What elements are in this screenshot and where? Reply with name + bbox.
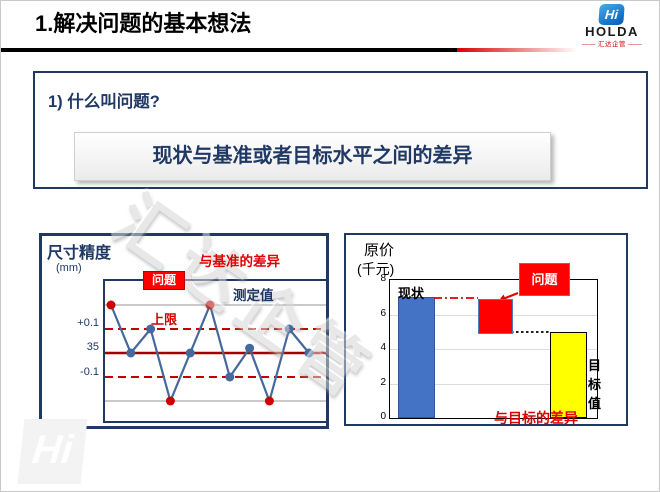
title-rule-red-fade: [457, 48, 577, 52]
logo-name: HOLDA: [585, 24, 639, 39]
gridline: [390, 349, 597, 350]
target-bar: [550, 331, 587, 418]
bar-chart-ylabel-1: 原价: [364, 242, 395, 259]
bar-ytick: 4: [380, 342, 386, 353]
holda-logo-icon: Hi: [598, 4, 625, 25]
ytick-center: 35: [86, 341, 99, 353]
question-label: 1) 什么叫问题?: [48, 93, 160, 111]
bar-ytick: 8: [380, 273, 386, 284]
watermark-logo-icon: Hi: [17, 419, 88, 484]
gridline: [390, 383, 597, 385]
bar-ytick: 2: [380, 376, 386, 388]
gap-from-target-label: 与目标的差异: [494, 410, 578, 426]
gap-highlight-square: [478, 299, 513, 334]
ytick-upper: +0.1: [77, 317, 99, 329]
title-rule: [1, 48, 457, 52]
question-box: 1) 什么叫问题? 现状与基准或者目标水平之间的差异: [33, 71, 648, 189]
current-state-label: 现状: [398, 286, 425, 301]
ytick-lower: -0.1: [80, 366, 99, 378]
problem-definition-statement: 现状与基准或者目标水平之间的差异: [74, 132, 551, 181]
bar-chart-ylabel-2: (千元): [357, 261, 395, 277]
logo-subtitle: —— 汇达企管 ——: [581, 41, 643, 48]
run-chart-panel: 尺寸精度 (mm) 与基准的差异 问题 测定值 上限 +0.1 35 -0.1: [39, 233, 329, 429]
measured-value-label: 测定值: [233, 288, 274, 303]
run-chart-title: 尺寸精度: [47, 245, 112, 262]
page-title: 1.解决问题的基本想法: [35, 11, 252, 36]
run-chart-plot: [103, 279, 328, 423]
problem-badge-left: 问题: [143, 271, 185, 290]
run-chart-unit: (mm): [56, 262, 82, 274]
bar-ytick: 6: [380, 307, 386, 319]
upper-limit-label: 上限: [151, 312, 178, 327]
problem-badge-right: 问题: [519, 263, 570, 296]
target-value-label: 目标值: [588, 358, 602, 411]
bar-chart-panel: 原价 (千元) 现状 目标值 与目标的差异 0 2 4 6 8 问题: [344, 233, 628, 426]
current-bar: [398, 297, 435, 418]
bar-ytick: 0: [380, 411, 386, 422]
deviation-from-standard-label: 与基准的差异: [199, 254, 280, 269]
